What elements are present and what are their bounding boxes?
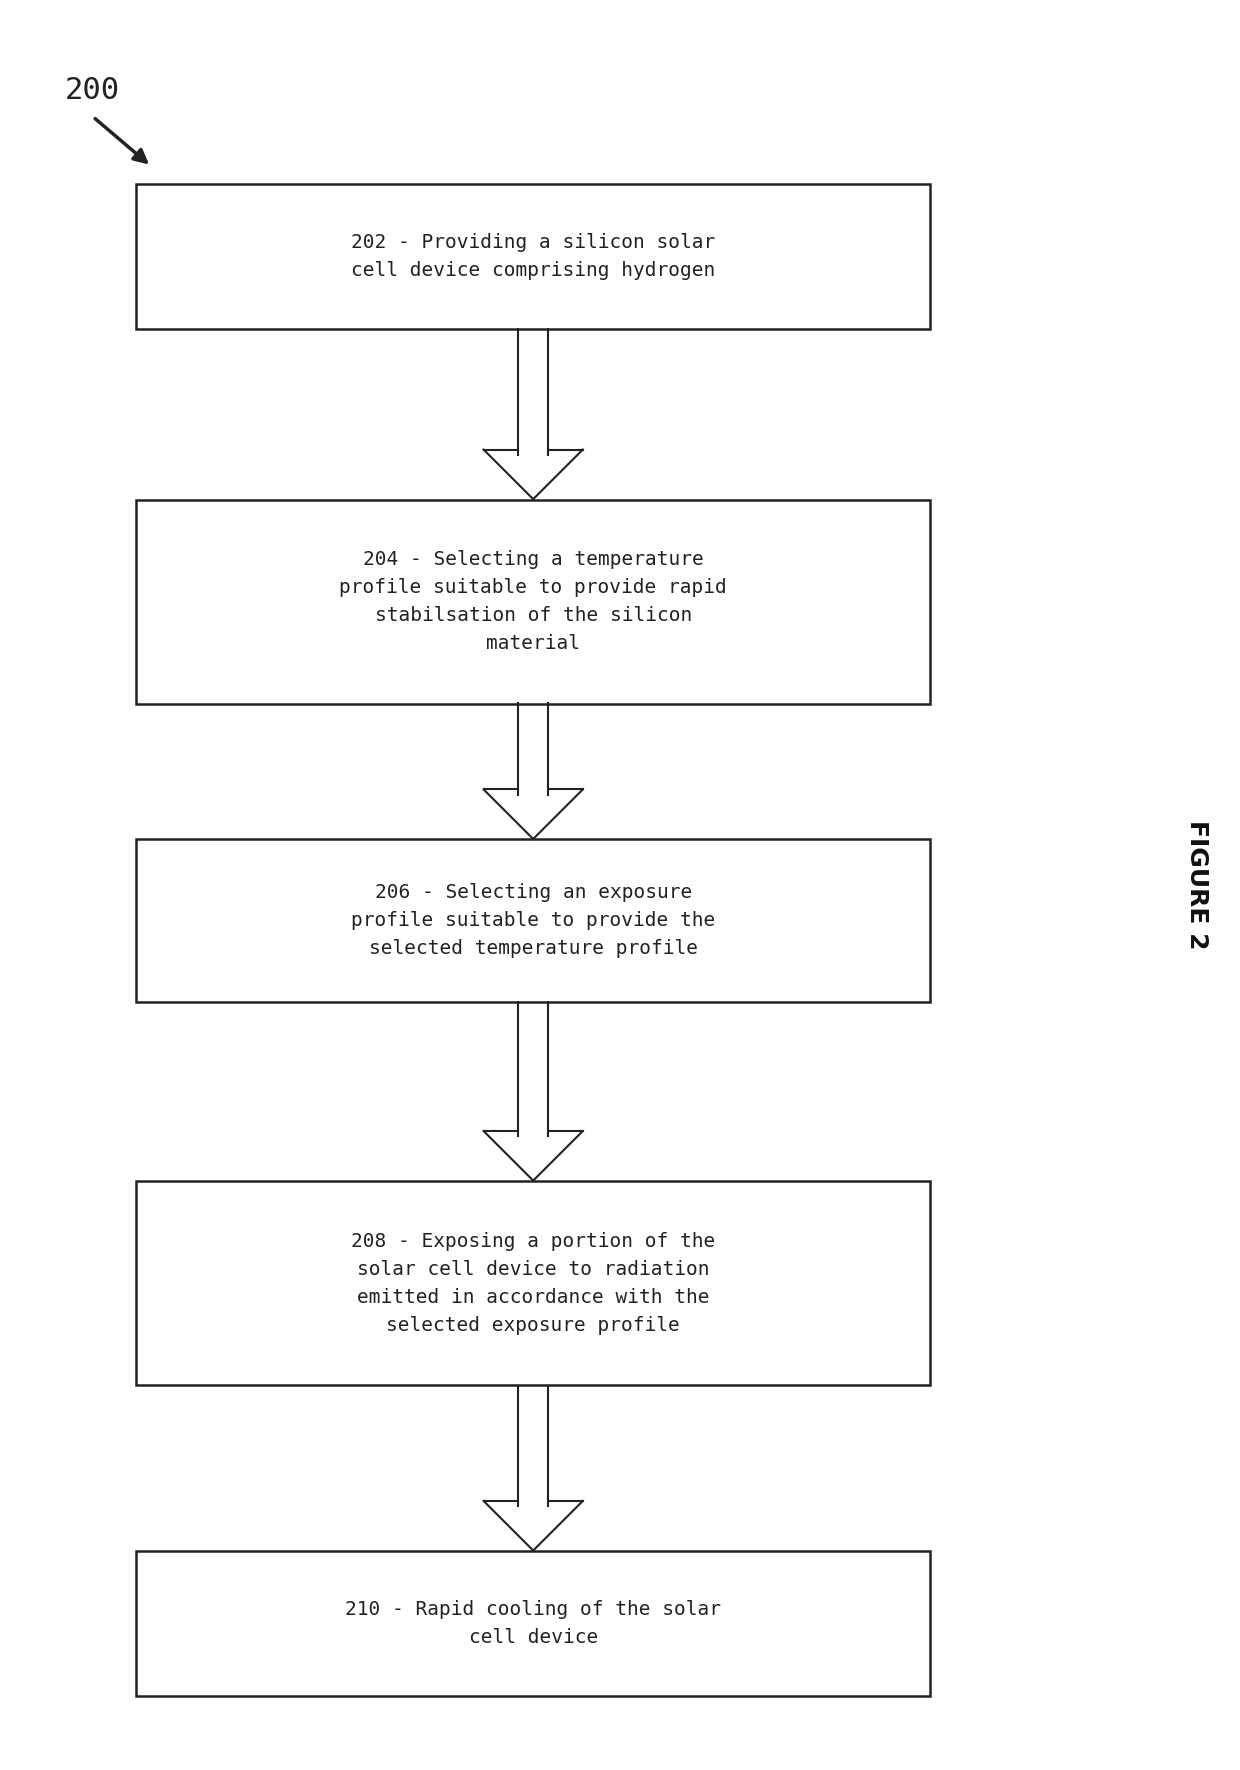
Bar: [136, 839, 930, 1002]
Text: 210 - Rapid cooling of the solar
cell device: 210 - Rapid cooling of the solar cell de…: [345, 1600, 722, 1646]
Text: 204 - Selecting a temperature
profile suitable to provide rapid
stabilsation of : 204 - Selecting a temperature profile su…: [340, 550, 727, 653]
Text: FIGURE 2: FIGURE 2: [1184, 820, 1209, 950]
Bar: [136, 1182, 930, 1384]
Text: 200: 200: [64, 76, 119, 104]
Text: 208 - Exposing a portion of the
solar cell device to radiation
emitted in accord: 208 - Exposing a portion of the solar ce…: [351, 1232, 715, 1335]
Bar: [136, 499, 930, 703]
Text: 206 - Selecting an exposure
profile suitable to provide the
selected temperature: 206 - Selecting an exposure profile suit…: [351, 883, 715, 958]
Bar: [136, 1551, 930, 1696]
Text: 202 - Providing a silicon solar
cell device comprising hydrogen: 202 - Providing a silicon solar cell dev…: [351, 234, 715, 280]
Bar: [136, 184, 930, 329]
